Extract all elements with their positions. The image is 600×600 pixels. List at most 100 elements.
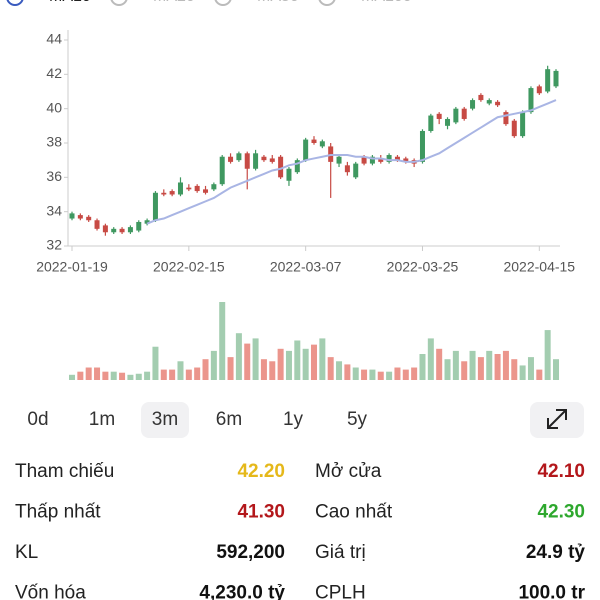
volume-bar: [452, 350, 459, 380]
volume-bar: [494, 354, 501, 380]
volume-bar: [85, 367, 92, 380]
volume-bar: [210, 350, 217, 380]
candle-body: [69, 213, 75, 219]
period-button[interactable]: 1y: [283, 409, 304, 430]
volume-bar: [302, 348, 309, 380]
volume-bar: [377, 371, 384, 380]
candle-body: [369, 156, 375, 164]
candle-body: [278, 156, 284, 178]
volume-bar: [344, 364, 351, 380]
volume-bar: [152, 346, 159, 380]
candle-body: [495, 101, 501, 106]
period-button[interactable]: 5y: [347, 409, 368, 430]
volume-bar: [285, 350, 292, 380]
volume-bar: [419, 354, 426, 380]
candle-body: [528, 88, 534, 113]
period-button[interactable]: 0d: [27, 409, 48, 430]
candle-body: [194, 185, 200, 192]
candle-body: [419, 130, 425, 162]
volume-bar: [135, 373, 142, 380]
legend-label: MA50: [257, 0, 299, 5]
candle-body: [144, 220, 150, 224]
candle-body: [261, 156, 267, 161]
legend-radio[interactable]: [6, 0, 24, 6]
candle-body: [294, 160, 300, 173]
y-tick-label: 38: [46, 134, 62, 150]
candle-body: [161, 192, 167, 195]
volume-bar: [552, 359, 560, 380]
stat-value: 42.10: [537, 461, 585, 482]
candle-body: [102, 225, 108, 233]
volume-bar: [486, 350, 493, 380]
x-tick-label: 2022-02-15: [153, 259, 225, 275]
candle-body: [111, 228, 117, 233]
volume-bar: [227, 357, 234, 380]
volume-bar: [269, 361, 276, 380]
candle-body: [453, 108, 459, 123]
candle-body: [378, 158, 384, 162]
volume-bar: [252, 338, 259, 380]
stat-label: Thấp nhất: [15, 502, 101, 523]
period-button[interactable]: 3m: [152, 409, 178, 430]
candle-body: [169, 191, 175, 195]
period-button[interactable]: 1m: [89, 409, 115, 430]
candle-body: [136, 221, 142, 231]
candle-body: [394, 156, 400, 161]
candle-body: [86, 216, 92, 221]
volume-bar: [469, 350, 476, 380]
candle-body: [545, 69, 551, 92]
stat-value: 42.20: [237, 461, 285, 482]
volume-bar: [219, 302, 226, 380]
legend-label: MA100: [361, 0, 412, 5]
expand-icon: [547, 409, 567, 429]
stat-value: 42.30: [537, 502, 585, 523]
volume-bar: [169, 369, 176, 380]
volume-bar: [369, 369, 376, 380]
stat-value: 4,230.0 tỷ: [199, 583, 285, 600]
volume-bar: [110, 371, 117, 380]
volume-bar: [411, 367, 418, 380]
legend-radio[interactable]: [110, 0, 128, 6]
candle-body: [119, 228, 125, 233]
candle-body: [219, 156, 225, 185]
candle-body: [486, 100, 492, 104]
volume-bar: [177, 361, 184, 380]
y-tick-label: 44: [46, 31, 62, 47]
candle-body: [286, 168, 292, 181]
stat-label: Cao nhất: [315, 502, 393, 523]
candle-body: [303, 139, 309, 161]
candle-body: [428, 115, 434, 131]
candle-body: [445, 118, 451, 126]
legend-radio[interactable]: [318, 0, 336, 6]
stat-label: CPLH: [315, 583, 366, 600]
volume-bar: [310, 344, 318, 380]
candle-body: [253, 153, 259, 169]
y-tick-label: 32: [46, 237, 62, 253]
candle-body: [152, 192, 158, 221]
volume-bar: [68, 374, 76, 380]
x-tick-label: 2022-04-15: [503, 259, 575, 275]
volume-bar: [386, 371, 393, 380]
volume-bar: [102, 371, 109, 380]
candle-body: [436, 113, 442, 119]
candle-body: [461, 108, 467, 119]
candle-body: [269, 158, 275, 162]
legend-radio[interactable]: [214, 0, 232, 6]
candle-body: [236, 153, 242, 161]
volume-bar: [402, 369, 409, 380]
candle-body: [319, 141, 325, 147]
candle-body: [336, 156, 342, 164]
volume-bar: [260, 359, 267, 380]
volume-bar: [160, 369, 167, 380]
volume-bar: [427, 338, 434, 380]
y-tick-label: 36: [46, 168, 62, 184]
candle-body: [211, 184, 217, 190]
candle-body: [503, 112, 509, 125]
candle-body: [94, 220, 100, 229]
volume-bar: [77, 371, 84, 380]
stat-label: Giá trị: [315, 542, 366, 563]
volume-bar: [119, 372, 126, 380]
y-tick-label: 40: [46, 99, 62, 115]
period-button[interactable]: 6m: [216, 409, 242, 430]
